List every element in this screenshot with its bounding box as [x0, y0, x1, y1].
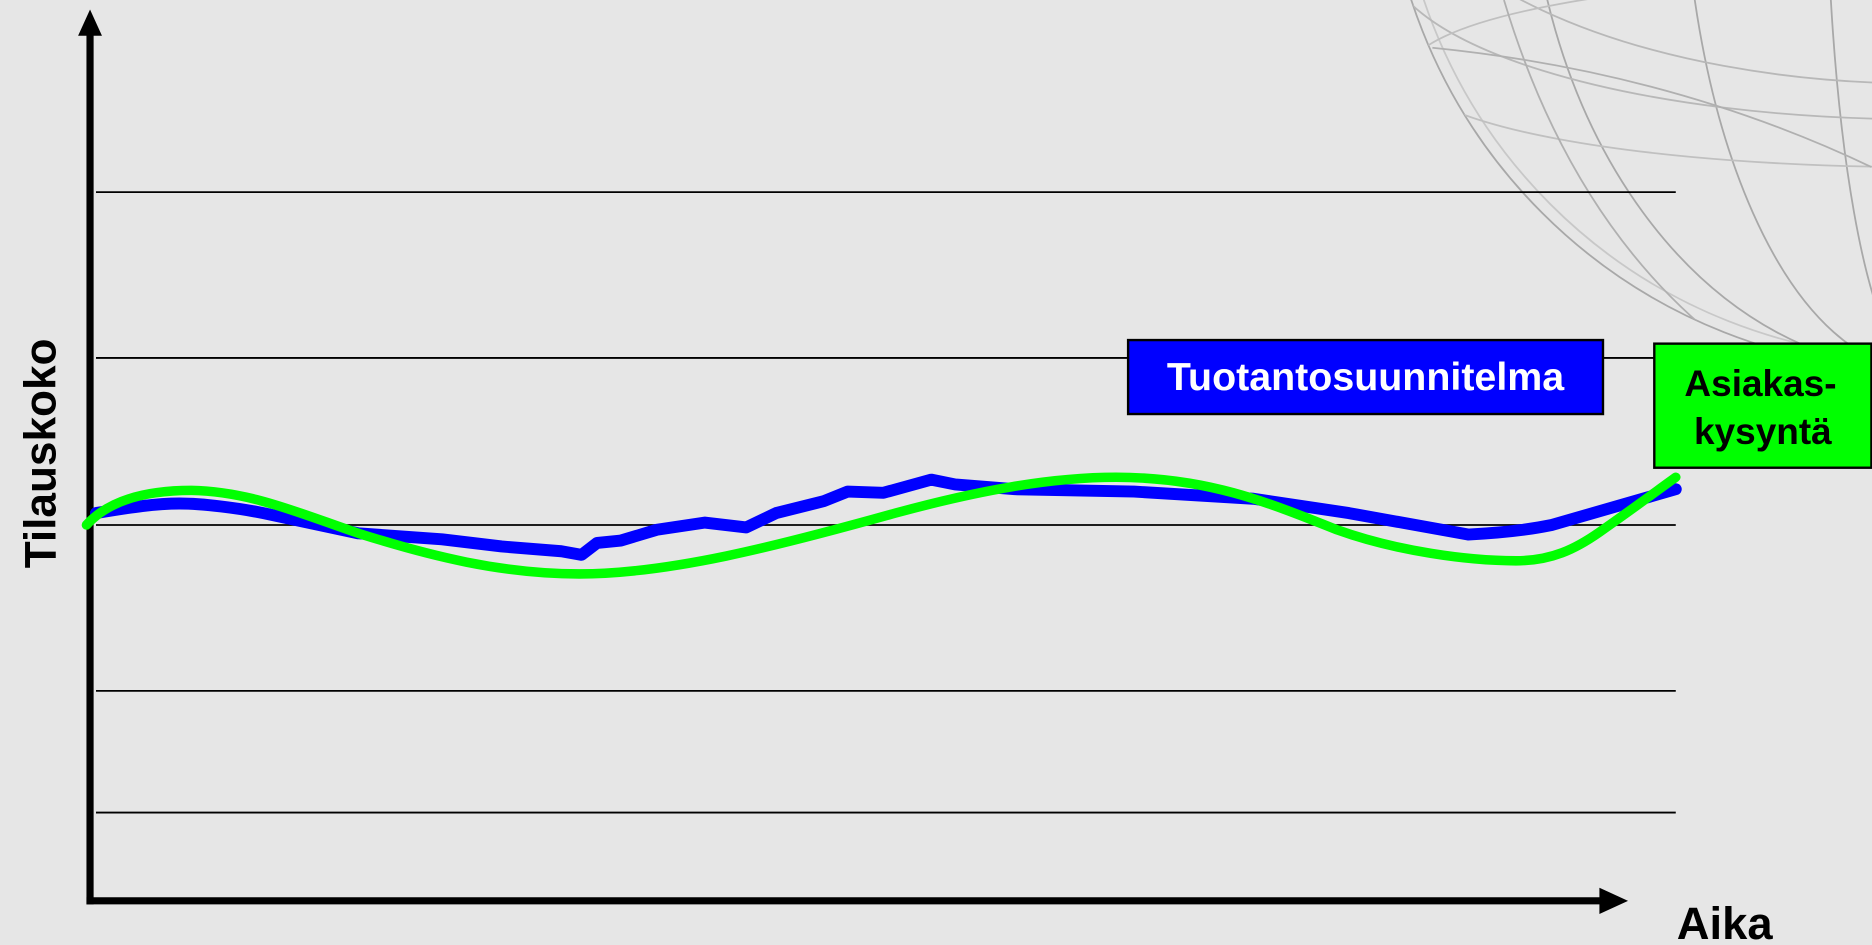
legend-label: Tuotantosuunnitelma [1167, 355, 1565, 399]
production-plan-line [90, 473, 1682, 561]
customer-demand-line [81, 472, 1681, 579]
legend-demand: Asiakas- kysyntä [1653, 342, 1872, 469]
legend-production: Tuotantosuunnitelma [1126, 338, 1605, 416]
legend-label: kysyntä [1694, 411, 1832, 452]
x-axis-label: Aika [1677, 898, 1774, 945]
legend-label: Asiakas- [1684, 363, 1836, 404]
y-axis-label: Tilauskoko [16, 339, 65, 569]
axes [78, 9, 1629, 914]
